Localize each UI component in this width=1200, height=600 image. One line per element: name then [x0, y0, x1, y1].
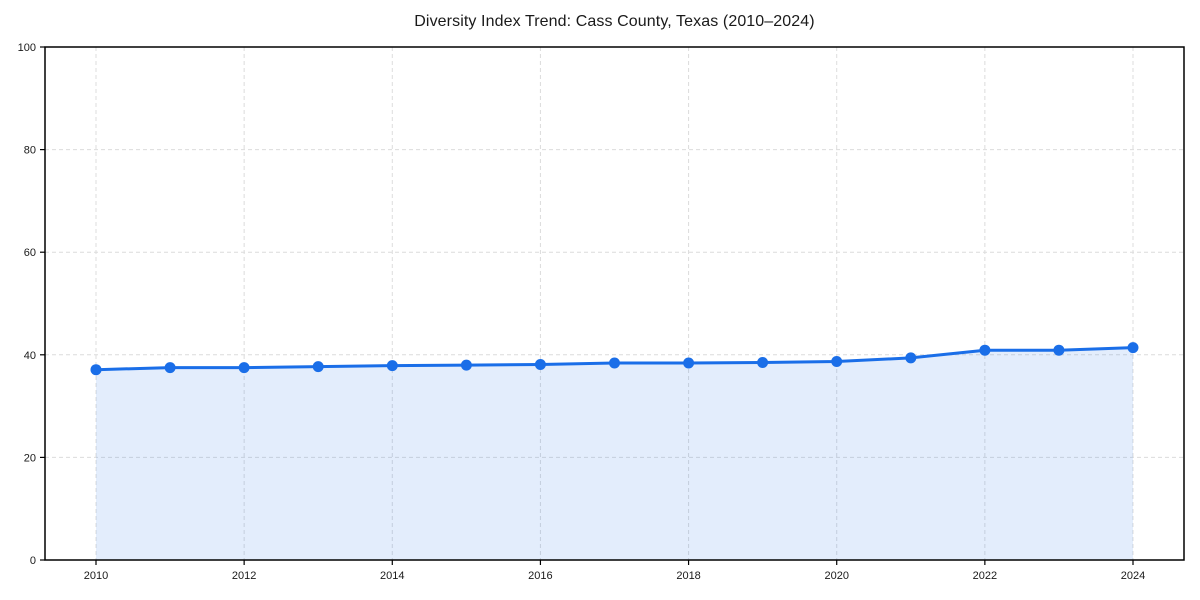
plot-border: [44, 46, 1185, 561]
data-point-2024: [1127, 342, 1139, 354]
y-tick-label: 20: [24, 452, 36, 464]
x-tick-label: 2024: [1121, 570, 1145, 582]
data-point-2023: [1053, 344, 1065, 356]
area-fill: [96, 347, 1133, 560]
x-tick-label: 2020: [824, 570, 848, 582]
x-tick-label: 2014: [380, 570, 404, 582]
data-point-2020: [831, 356, 843, 367]
data-point-2017: [609, 357, 620, 369]
x-tick-label: 2018: [676, 570, 700, 582]
data-point-2015: [460, 359, 472, 371]
y-tick-label: 40: [24, 350, 36, 362]
y-tick-label: 60: [24, 247, 36, 259]
data-point-2021: [905, 352, 917, 364]
data-point-2011: [164, 362, 176, 374]
chart-title: Diversity Index Trend: Cass County, Texa…: [414, 13, 815, 30]
data-point-2016: [534, 359, 546, 370]
y-tick-label: 100: [18, 42, 36, 54]
x-tick-label: 2016: [528, 570, 552, 582]
data-point-2019: [757, 357, 769, 368]
data-point-2018: [683, 357, 695, 369]
data-point-2013: [312, 361, 324, 373]
data-point-2014: [386, 360, 398, 372]
data-point-2010: [90, 364, 102, 376]
x-tick-label: 2010: [84, 570, 108, 582]
data-point-2012: [238, 362, 250, 374]
x-tick-label: 2022: [973, 570, 997, 582]
data-point-2022: [979, 344, 991, 356]
x-tick-label: 2012: [232, 570, 256, 582]
y-tick-label: 80: [24, 145, 36, 157]
y-tick-label: 0: [30, 555, 36, 567]
